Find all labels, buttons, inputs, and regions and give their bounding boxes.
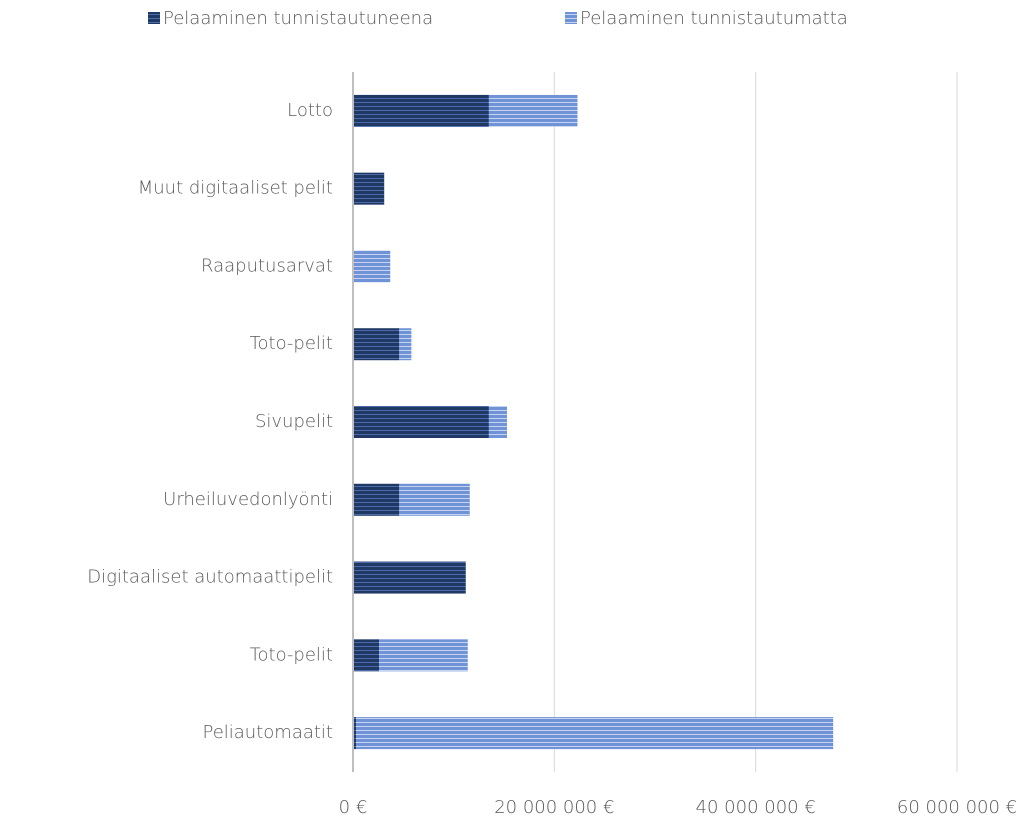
- x-tick-label: 40 000 000 €: [696, 797, 816, 818]
- y-tick-label: Urheiluvedonlyönti: [163, 489, 333, 510]
- bar: [353, 172, 385, 205]
- bar: [356, 717, 834, 750]
- x-tick-label: 0 €: [339, 797, 368, 818]
- bar: [353, 561, 466, 594]
- bar: [353, 328, 400, 361]
- bar: [488, 406, 508, 438]
- x-tick-label: 60 000 000 €: [897, 797, 1017, 818]
- legend-swatch: [148, 12, 160, 24]
- y-tick-label: Muut digitaaliset pelit: [138, 178, 333, 199]
- x-tick-label: 20 000 000 €: [494, 797, 614, 818]
- bar: [399, 328, 412, 361]
- bar: [353, 250, 391, 283]
- y-tick-label: Digitaaliset automaattipelit: [87, 567, 333, 588]
- y-tick-label: Peliautomaatit: [202, 722, 333, 743]
- bar: [399, 483, 470, 516]
- y-tick-label: Raaputusarvat: [201, 255, 333, 276]
- bar: [488, 94, 578, 127]
- bar: [353, 639, 380, 672]
- legend-swatch: [565, 12, 577, 24]
- bar: [353, 717, 357, 750]
- y-tick-label: Toto-pelit: [250, 333, 333, 354]
- y-tick-label: Lotto: [287, 100, 333, 121]
- bar: [353, 483, 400, 516]
- bar: [379, 639, 468, 672]
- bar: [353, 406, 489, 438]
- bar: [353, 94, 489, 127]
- y-tick-label: Sivupelit: [255, 411, 333, 432]
- legend-label: Pelaaminen tunnistautuneena: [163, 8, 433, 29]
- y-tick-label: Toto-pelit: [250, 644, 333, 665]
- legend-label: Pelaaminen tunnistautumatta: [580, 8, 848, 29]
